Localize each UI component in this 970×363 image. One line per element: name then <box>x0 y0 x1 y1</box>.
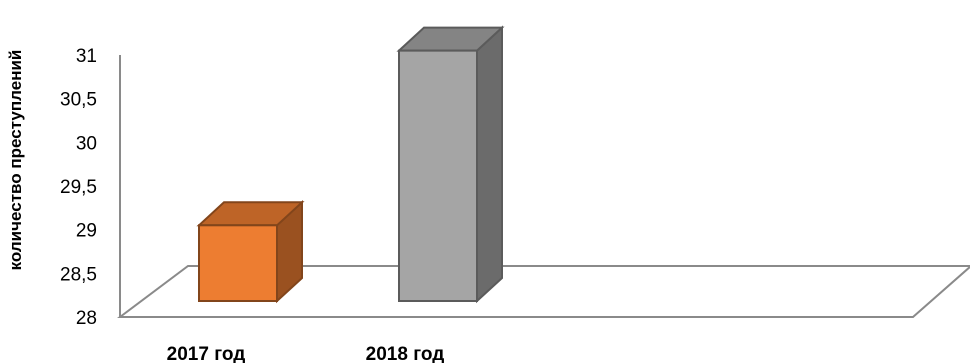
y-tick-label: 30,5 <box>60 90 97 111</box>
y-axis: 28 28,5 29 29,5 30 30,5 31 <box>60 46 121 329</box>
bar-front-face <box>398 49 478 303</box>
x-category-label: 2017 год <box>167 344 246 363</box>
y-tick-label: 31 <box>76 46 97 67</box>
y-tick-label: 29,5 <box>60 177 97 198</box>
bars <box>196 25 505 304</box>
bar-side-face <box>476 25 503 304</box>
y-tick-label: 30 <box>76 133 97 154</box>
y-tick-label: 29 <box>76 221 97 242</box>
bar-2 <box>396 25 505 304</box>
y-tick-label: 28,5 <box>60 264 97 285</box>
chart-floor <box>117 265 970 318</box>
bar-1 <box>196 200 305 304</box>
bar-front-face <box>198 224 278 302</box>
y-tick-label: 28 <box>76 308 97 329</box>
x-category-label: 2018 год <box>366 344 445 363</box>
x-labels: 2017 год 2018 год <box>167 344 445 363</box>
chart-floor-plane <box>117 265 970 318</box>
y-axis-title: количество преступлений <box>6 50 25 271</box>
